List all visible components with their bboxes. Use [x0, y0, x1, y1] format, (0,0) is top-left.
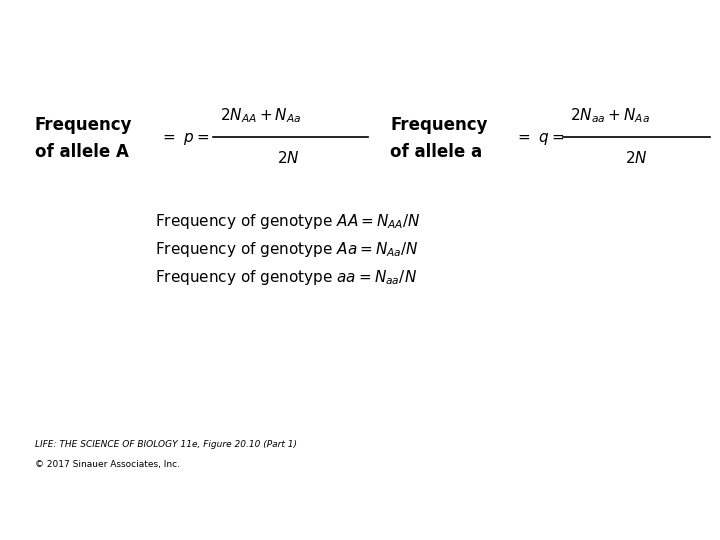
- Text: $= \ q = $: $= \ q = $: [515, 131, 564, 147]
- Text: $2N$: $2N$: [277, 150, 300, 166]
- Text: $2N$: $2N$: [625, 150, 648, 166]
- Text: $2N_{AA} + N_{Aa}$: $2N_{AA} + N_{Aa}$: [220, 106, 302, 125]
- Text: of allele A: of allele A: [35, 143, 129, 161]
- Text: Frequency: Frequency: [35, 116, 132, 134]
- Text: of allele a: of allele a: [390, 143, 482, 161]
- Text: Frequency of genotype $aa = N_{aa}/N$: Frequency of genotype $aa = N_{aa}/N$: [155, 268, 417, 287]
- Text: LIFE: THE SCIENCE OF BIOLOGY 11e, Figure 20.10 (Part 1): LIFE: THE SCIENCE OF BIOLOGY 11e, Figure…: [35, 441, 297, 449]
- Text: Figure 20.10  Calculating Allele and Genotype Frequencies (Part 1): Figure 20.10 Calculating Allele and Geno…: [9, 13, 518, 28]
- Text: $= \ p = $: $= \ p = $: [160, 131, 210, 147]
- Text: Frequency of genotype $AA = N_{AA}/N$: Frequency of genotype $AA = N_{AA}/N$: [155, 212, 420, 231]
- Text: $2N_{aa} + N_{Aa}$: $2N_{aa} + N_{Aa}$: [570, 106, 650, 125]
- Text: © 2017 Sinauer Associates, Inc.: © 2017 Sinauer Associates, Inc.: [35, 461, 180, 469]
- Text: Frequency of genotype $Aa = N_{Aa}/N$: Frequency of genotype $Aa = N_{Aa}/N$: [155, 240, 419, 259]
- Text: Frequency: Frequency: [390, 116, 487, 134]
